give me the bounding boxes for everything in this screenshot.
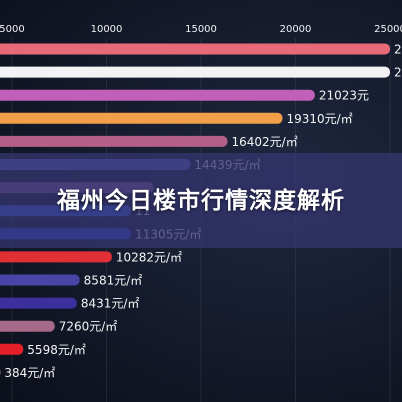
bar-value-label: 384元/㎡ bbox=[4, 366, 55, 380]
x-tick-label: 25000 bbox=[374, 24, 402, 35]
bar bbox=[0, 251, 112, 263]
bar-value-label: 8581元/㎡ bbox=[84, 274, 143, 288]
bar bbox=[0, 320, 55, 332]
bar-value-label: 2 bbox=[394, 66, 402, 80]
bar bbox=[0, 343, 24, 355]
bar bbox=[0, 89, 315, 101]
x-tick-label: 20000 bbox=[280, 24, 312, 35]
page-title: 福州今日楼市行情深度解析 bbox=[57, 187, 345, 214]
bar-value-label: 7260元/㎡ bbox=[59, 320, 118, 334]
x-tick-label: 10000 bbox=[91, 24, 123, 35]
bar-value-label: 10282元/㎡ bbox=[116, 250, 182, 264]
bar bbox=[0, 135, 228, 147]
x-axis-ticks: 5000 10000 15000 20000 25000 bbox=[0, 24, 402, 35]
bar-value-label: 19310元/㎡ bbox=[286, 112, 352, 126]
bar bbox=[0, 112, 283, 124]
bar-value-label: 5598元/㎡ bbox=[27, 343, 86, 357]
bar bbox=[0, 66, 390, 78]
title-banner: 福州今日楼市行情深度解析 bbox=[0, 153, 402, 248]
bar-value-label: 16402元/㎡ bbox=[231, 135, 297, 149]
bar bbox=[0, 297, 77, 309]
bar-value-label: 2 bbox=[394, 43, 402, 57]
x-tick-label: 15000 bbox=[185, 24, 217, 35]
x-tick-label: 5000 bbox=[0, 24, 25, 35]
bar-value-label: 8431元/㎡ bbox=[81, 297, 140, 311]
bar bbox=[0, 43, 390, 55]
bar-value-label: 21023元 bbox=[319, 89, 369, 103]
bar bbox=[0, 274, 80, 286]
